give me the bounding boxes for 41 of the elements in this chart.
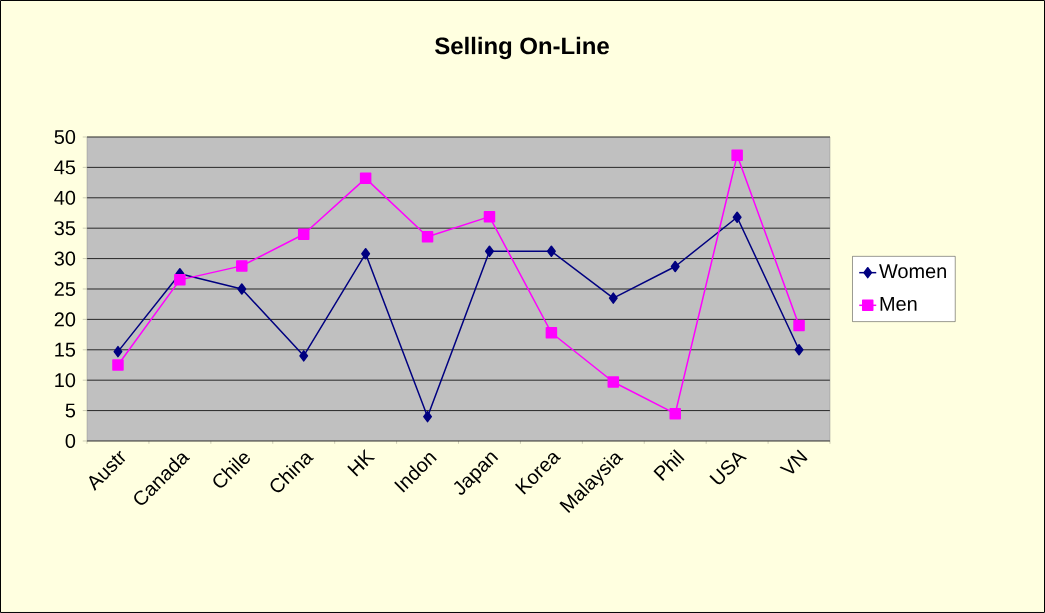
y-tick-label: 10 — [55, 373, 76, 388]
point — [359, 172, 372, 185]
legend-label: Men — [880, 296, 917, 311]
point — [361, 247, 371, 260]
point — [112, 359, 124, 371]
point — [545, 327, 558, 339]
point — [237, 283, 247, 295]
y-tick-label: 50 — [54, 129, 76, 145]
point — [297, 228, 310, 241]
point — [731, 149, 743, 161]
point — [423, 410, 433, 423]
point — [607, 376, 620, 388]
point — [299, 350, 309, 362]
point — [484, 245, 494, 258]
y-tick-label: 5 — [65, 403, 76, 418]
point — [421, 230, 434, 243]
point — [669, 407, 681, 420]
x-tick-label: VN — [779, 449, 808, 474]
point — [546, 245, 556, 258]
y-tick-label: 25 — [54, 281, 76, 297]
point — [483, 210, 496, 223]
y-tick-label: 35 — [54, 221, 76, 236]
point — [236, 260, 248, 272]
y-tick-label: 40 — [54, 190, 76, 205]
y-tick-label: 45 — [54, 160, 76, 175]
y-tick-label: 30 — [54, 251, 76, 266]
point — [670, 260, 680, 273]
point — [793, 319, 805, 332]
chart-title: Selling On-Line — [435, 36, 609, 60]
x-tick-label: Phil — [653, 449, 685, 481]
y-tick-label: 20 — [54, 312, 76, 327]
point — [174, 274, 186, 286]
point — [732, 211, 742, 223]
legend-label: Women — [879, 264, 946, 279]
x-tick-label: HK — [347, 449, 376, 477]
y-tick-label: 0 — [65, 433, 76, 449]
x-tick-label: USA — [709, 452, 747, 485]
y-tick-label: 15 — [55, 342, 76, 357]
point — [794, 344, 804, 356]
point — [608, 292, 618, 304]
point — [113, 345, 123, 358]
